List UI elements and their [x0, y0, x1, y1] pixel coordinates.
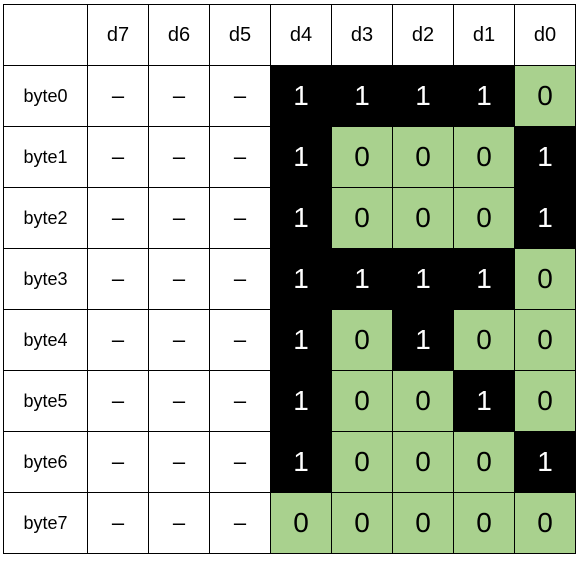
bit-cell: 0 — [453, 492, 515, 554]
unused-cell: – — [209, 126, 271, 188]
unused-cell: – — [148, 126, 210, 188]
unused-cell: – — [87, 370, 149, 432]
bit-cell: 0 — [514, 370, 576, 432]
bit-cell: 1 — [270, 65, 332, 127]
bit-cell: 1 — [514, 126, 576, 188]
column-header: d7 — [87, 4, 149, 66]
unused-cell: – — [148, 492, 210, 554]
unused-cell: – — [148, 309, 210, 371]
unused-cell: – — [87, 431, 149, 493]
bit-cell: 0 — [392, 431, 454, 493]
unused-cell: – — [148, 370, 210, 432]
bit-cell: 0 — [514, 248, 576, 310]
bit-cell: 1 — [270, 248, 332, 310]
unused-cell: – — [148, 248, 210, 310]
unused-cell: – — [87, 492, 149, 554]
bit-cell: 0 — [453, 431, 515, 493]
unused-cell: – — [209, 248, 271, 310]
byte-row: byte0– – –1 1 1 1 0 — [3, 65, 576, 127]
bit-cell: 1 — [270, 370, 332, 432]
corner-cell — [3, 4, 88, 66]
unused-cell: – — [148, 65, 210, 127]
unused-cell: – — [209, 65, 271, 127]
bit-cell: 1 — [331, 248, 393, 310]
bit-cell: 0 — [453, 126, 515, 188]
byte-row: byte5– – –1 0 0 1 0 — [3, 370, 576, 432]
header-row: d7 d6 d5 d4 d3 d2 d1 d0 — [3, 4, 576, 66]
bit-cell: 1 — [453, 370, 515, 432]
bit-cell: 1 — [392, 65, 454, 127]
bit-cell: 0 — [514, 65, 576, 127]
unused-cell: – — [87, 187, 149, 249]
column-header: d0 — [514, 4, 576, 66]
row-label: byte2 — [3, 187, 88, 249]
column-header: d2 — [392, 4, 454, 66]
column-header: d1 — [453, 4, 515, 66]
row-label: byte0 — [3, 65, 88, 127]
bit-cell: 1 — [514, 431, 576, 493]
bit-cell: 0 — [331, 370, 393, 432]
unused-cell: – — [87, 126, 149, 188]
bit-cell: 1 — [270, 309, 332, 371]
bit-cell: 0 — [331, 126, 393, 188]
bit-cell: 0 — [392, 187, 454, 249]
bit-cell: 1 — [270, 431, 332, 493]
byte-row: byte3– – –1 1 1 1 0 — [3, 248, 576, 310]
bit-cell: 1 — [514, 187, 576, 249]
bit-cell: 0 — [331, 492, 393, 554]
bit-cell: 0 — [514, 309, 576, 371]
unused-cell: – — [148, 187, 210, 249]
bit-cell: 0 — [331, 187, 393, 249]
bit-cell: 1 — [453, 65, 515, 127]
bit-cell: 1 — [392, 248, 454, 310]
bit-cell: 0 — [270, 492, 332, 554]
bit-cell: 1 — [270, 187, 332, 249]
unused-cell: – — [148, 431, 210, 493]
bit-cell: 0 — [453, 187, 515, 249]
bit-cell: 1 — [270, 126, 332, 188]
column-header: d3 — [331, 4, 393, 66]
bit-cell: 0 — [392, 492, 454, 554]
byte-row: byte7– – –0 0 0 0 0 — [3, 492, 576, 554]
bit-cell: 0 — [514, 492, 576, 554]
unused-cell: – — [87, 65, 149, 127]
bit-cell: 1 — [453, 248, 515, 310]
bit-cell: 0 — [392, 370, 454, 432]
column-header: d4 — [270, 4, 332, 66]
bit-cell: 1 — [331, 65, 393, 127]
unused-cell: – — [209, 187, 271, 249]
byte-row: byte6– – –1 0 0 0 1 — [3, 431, 576, 493]
bit-cell: 1 — [392, 309, 454, 371]
unused-cell: – — [209, 431, 271, 493]
row-label: byte7 — [3, 492, 88, 554]
unused-cell: – — [209, 309, 271, 371]
row-label: byte5 — [3, 370, 88, 432]
row-label: byte4 — [3, 309, 88, 371]
row-label: byte1 — [3, 126, 88, 188]
byte-row: byte1– – –1 0 0 0 1 — [3, 126, 576, 188]
bit-cell: 0 — [331, 309, 393, 371]
unused-cell: – — [87, 248, 149, 310]
column-header: d5 — [209, 4, 271, 66]
unused-cell: – — [209, 492, 271, 554]
row-label: byte6 — [3, 431, 88, 493]
unused-cell: – — [87, 309, 149, 371]
byte-row: byte2– – –1 0 0 0 1 — [3, 187, 576, 249]
bit-cell: 0 — [331, 431, 393, 493]
unused-cell: – — [209, 370, 271, 432]
bit-cell: 0 — [453, 309, 515, 371]
row-label: byte3 — [3, 248, 88, 310]
column-header: d6 — [148, 4, 210, 66]
byte-row: byte4– – –1 0 1 0 0 — [3, 309, 576, 371]
bit-table: d7 d6 d5 d4 d3 d2 d1 d0 byte0– – –1 1 1 1 0 byte1– – –1 0 0… — [3, 4, 576, 554]
bit-cell: 0 — [392, 126, 454, 188]
